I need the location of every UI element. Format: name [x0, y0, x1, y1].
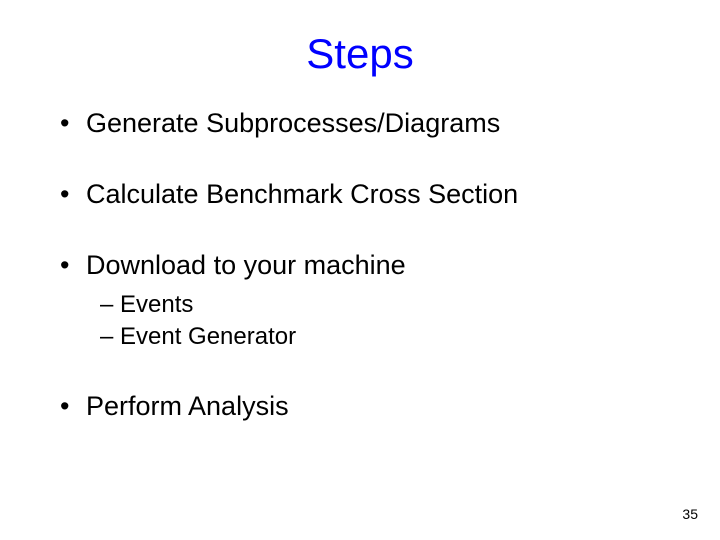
page-number: 35	[682, 506, 698, 522]
slide-container: Steps Generate Subprocesses/Diagrams Cal…	[0, 0, 720, 540]
bullet-item: Generate Subprocesses/Diagrams	[60, 108, 680, 139]
bullet-item: Download to your machine	[60, 250, 680, 281]
sub-bullet-list: Events Event Generator	[0, 291, 720, 351]
bullet-list-continued: Perform Analysis	[0, 391, 720, 422]
sub-bullet-item: Event Generator	[100, 323, 720, 351]
bullet-item: Calculate Benchmark Cross Section	[60, 179, 680, 210]
bullet-item: Perform Analysis	[60, 391, 680, 422]
bullet-list: Generate Subprocesses/Diagrams Calculate…	[0, 108, 720, 281]
slide-title: Steps	[0, 30, 720, 78]
sub-bullet-item: Events	[100, 291, 720, 319]
